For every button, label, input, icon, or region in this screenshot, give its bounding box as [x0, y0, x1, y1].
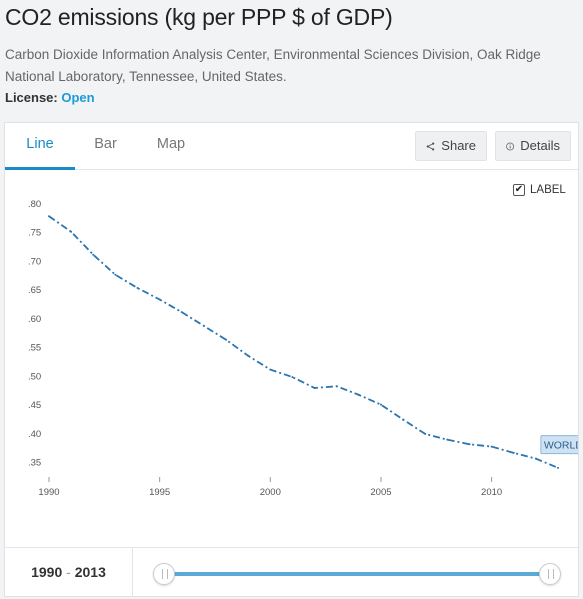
series-layer: WORLD	[48, 215, 578, 469]
data-point	[379, 403, 382, 406]
details-button[interactable]: Details	[495, 131, 571, 161]
chart-card: Line Bar Map Share Details ✔ LABEL	[4, 122, 579, 597]
license-link[interactable]: Open	[61, 90, 95, 105]
data-point	[557, 466, 559, 469]
range-separator: -	[66, 564, 71, 580]
data-point	[534, 457, 537, 460]
data-point	[158, 298, 161, 301]
y-tick-label: .40	[28, 429, 41, 440]
data-point	[269, 368, 272, 371]
y-tick-label: .75	[28, 228, 41, 239]
data-point	[70, 230, 73, 233]
data-point	[202, 324, 205, 327]
data-point	[247, 354, 250, 357]
share-icon	[426, 141, 435, 151]
tab-line[interactable]: Line	[5, 123, 75, 170]
series-line-world	[48, 215, 559, 469]
x-tick-label: 2010	[481, 487, 502, 498]
y-tick-label: .65	[28, 285, 41, 296]
x-tick-label: 2000	[260, 487, 281, 498]
data-point	[402, 418, 405, 421]
share-label: Share	[441, 138, 476, 153]
data-point	[512, 451, 515, 454]
y-tick-label: .70	[28, 256, 41, 267]
y-tick-label: .80	[28, 199, 41, 210]
data-point	[225, 338, 228, 341]
y-tick-label: .60	[28, 314, 41, 325]
y-tick-label: .55	[28, 343, 41, 354]
data-point	[335, 385, 338, 388]
license-line: License: Open	[5, 90, 95, 105]
x-axis: 1990 1995 2000 2005 2010	[38, 477, 502, 498]
details-label: Details	[520, 138, 560, 153]
time-range-footer: 1990 - 2013	[5, 547, 578, 597]
y-axis: .35 .40 .45 .50 .55 .60 .65 .70 .75 .80	[28, 199, 41, 469]
label-toggle-text: LABEL	[530, 184, 566, 196]
data-point	[136, 287, 139, 290]
label-checkbox-icon[interactable]: ✔	[513, 184, 525, 196]
label-toggle[interactable]: ✔ LABEL	[513, 184, 566, 196]
share-button[interactable]: Share	[415, 131, 487, 161]
data-point	[114, 273, 117, 276]
tab-bar-chart[interactable]: Bar	[94, 136, 117, 152]
data-point	[180, 311, 183, 314]
range-start: 1990	[31, 564, 63, 580]
tab-bar: Line Bar Map Share Details	[5, 123, 578, 170]
series-label-text: WORLD	[544, 440, 578, 452]
page-title: CO2 emissions (kg per PPP $ of GDP)	[5, 4, 393, 30]
data-point	[313, 386, 316, 389]
year-range-display: 1990 - 2013	[5, 548, 133, 597]
data-point	[468, 443, 471, 446]
range-slider-track[interactable]	[163, 572, 551, 576]
x-tick-label: 2005	[370, 487, 391, 498]
range-end: 2013	[74, 564, 106, 580]
series-label-box	[540, 435, 578, 455]
data-point	[446, 438, 449, 441]
y-tick-label: .50	[28, 371, 41, 382]
data-point	[291, 376, 294, 379]
x-tick-label: 1995	[149, 487, 170, 498]
y-tick-label: .45	[28, 400, 41, 411]
line-chart: .35 .40 .45 .50 .55 .60 .65 .70 .75 .80 1990 1995 2…	[28, 199, 578, 498]
source-text: Carbon Dioxide Information Analysis Cent…	[5, 47, 541, 84]
y-tick-label: .35	[28, 458, 41, 469]
data-point	[490, 445, 493, 448]
info-icon	[506, 142, 515, 150]
data-point	[357, 393, 360, 396]
series-label: WORLD	[540, 435, 578, 455]
data-point	[92, 253, 95, 256]
license-label: License:	[5, 90, 58, 105]
data-point	[424, 432, 427, 435]
range-end-handle[interactable]	[539, 563, 561, 585]
data-point	[48, 215, 50, 218]
tab-map[interactable]: Map	[156, 136, 186, 152]
x-tick-label: 1990	[38, 487, 59, 498]
range-start-handle[interactable]	[153, 563, 175, 585]
